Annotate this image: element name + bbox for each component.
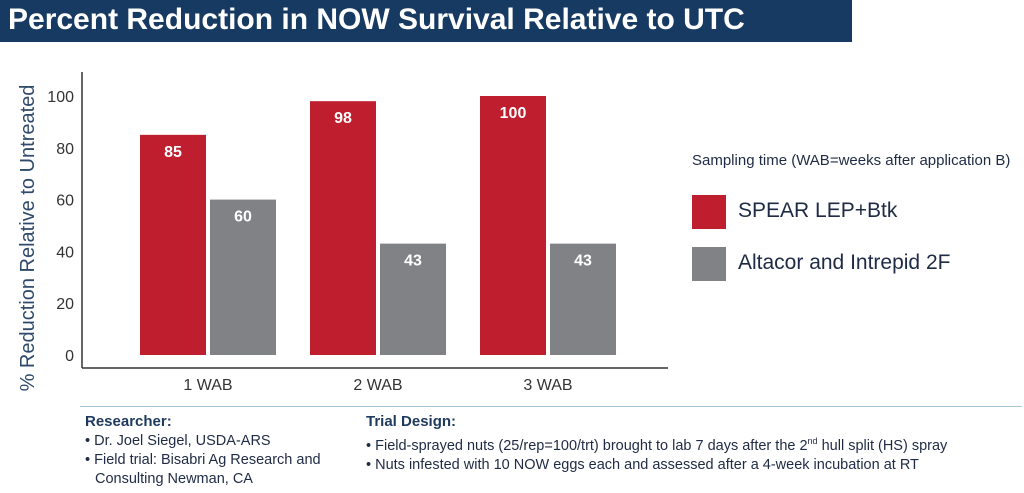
data-label: 60 bbox=[234, 209, 252, 226]
bar-spear bbox=[310, 101, 376, 356]
legend-title: Sampling time (WAB=weeks after applicati… bbox=[692, 152, 1011, 169]
data-label: 43 bbox=[404, 253, 422, 270]
trial-design-list: Field-sprayed nuts (25/rep=100/trt) brou… bbox=[366, 432, 1022, 475]
x-tick-label: 1 WAB bbox=[183, 377, 232, 394]
y-tick-label: 100 bbox=[47, 89, 74, 106]
trial-design-item-text: hull split (HS) spray bbox=[817, 437, 948, 454]
trial-design-heading: Trial Design: bbox=[366, 413, 457, 430]
data-label: 85 bbox=[164, 144, 182, 161]
data-label: 98 bbox=[334, 110, 352, 127]
researcher-item: Field trial: Bisabri Ag Research and Con… bbox=[85, 451, 355, 489]
bar-chart: 0 20 40 60 80 100 % Reduction Relative to Untr… bbox=[17, 72, 668, 394]
bar-altacor bbox=[380, 243, 446, 355]
researcher-list: Dr. Joel Siegel, USDA-ARS Field trial: B… bbox=[85, 432, 355, 489]
y-tick-label: 0 bbox=[65, 348, 74, 365]
researcher-item-text: Dr. Joel Siegel, USDA-ARS bbox=[94, 433, 271, 449]
title-bar: Percent Reduction in NOW Survival Relati… bbox=[0, 0, 852, 42]
trial-design-item-text: Nuts infested with 10 NOW eggs each and … bbox=[375, 456, 919, 473]
data-label: 100 bbox=[500, 105, 527, 122]
y-tick-label: 60 bbox=[56, 193, 74, 210]
y-tick-label: 20 bbox=[56, 296, 74, 313]
bar-spear bbox=[140, 134, 206, 355]
y-axis-label: % Reduction Relative to Untreated bbox=[17, 85, 39, 392]
researcher-item-text: Field trial: Bisabri Ag Research and Con… bbox=[94, 452, 321, 487]
legend-swatch-spear bbox=[692, 195, 726, 229]
notes-divider bbox=[80, 406, 1022, 407]
legend-swatch-altacor bbox=[692, 247, 726, 281]
trial-design-item: Nuts infested with 10 NOW eggs each and … bbox=[366, 456, 1022, 475]
legend-label-altacor: Altacor and Intrepid 2F bbox=[738, 251, 951, 274]
y-tick-label: 40 bbox=[56, 244, 74, 261]
bar-altacor bbox=[210, 199, 276, 355]
researcher-item: Dr. Joel Siegel, USDA-ARS bbox=[85, 432, 355, 451]
data-label: 43 bbox=[574, 253, 592, 270]
x-tick-label: 3 WAB bbox=[523, 377, 572, 394]
researcher-notes: Researcher: Dr. Joel Siegel, USDA-ARS Fi… bbox=[85, 413, 355, 489]
trial-design-notes: Trial Design: Field-sprayed nuts (25/rep… bbox=[366, 413, 1022, 475]
legend-label-spear: SPEAR LEP+Btk bbox=[738, 199, 898, 222]
x-tick-label: 2 WAB bbox=[353, 377, 402, 394]
trial-design-item: Field-sprayed nuts (25/rep=100/trt) brou… bbox=[366, 432, 1022, 456]
y-tick-label: 80 bbox=[56, 141, 74, 158]
researcher-heading: Researcher: bbox=[85, 413, 172, 430]
ordinal-suffix: nd bbox=[807, 436, 818, 446]
page-title: Percent Reduction in NOW Survival Relati… bbox=[8, 3, 745, 36]
bar-spear bbox=[480, 96, 546, 355]
bar-altacor bbox=[550, 243, 616, 355]
trial-design-item-text: Field-sprayed nuts (25/rep=100/trt) brou… bbox=[375, 437, 808, 454]
